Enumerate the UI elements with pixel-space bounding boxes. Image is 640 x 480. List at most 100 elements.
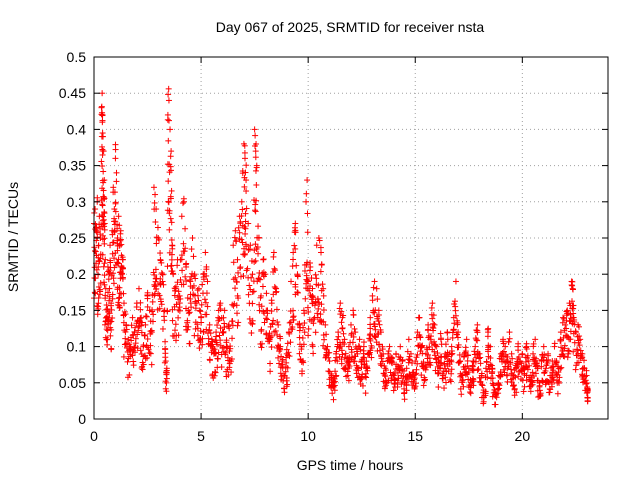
data-point bbox=[150, 311, 157, 318]
data-point bbox=[339, 314, 346, 321]
data-point bbox=[164, 111, 171, 118]
data-point bbox=[186, 340, 193, 347]
data-point bbox=[230, 302, 237, 309]
data-point bbox=[275, 354, 282, 361]
data-point bbox=[546, 389, 553, 396]
data-point bbox=[242, 225, 249, 232]
data-point bbox=[242, 169, 249, 176]
data-point bbox=[236, 229, 243, 236]
data-point bbox=[228, 318, 235, 325]
data-point bbox=[120, 300, 127, 307]
data-point bbox=[553, 358, 560, 365]
data-point bbox=[454, 334, 461, 341]
data-point bbox=[148, 329, 155, 336]
data-point bbox=[153, 285, 160, 292]
data-points bbox=[91, 85, 591, 408]
data-point bbox=[567, 311, 574, 318]
chart-title: Day 067 of 2025, SRMTID for receiver nst… bbox=[216, 19, 485, 35]
data-point bbox=[110, 239, 117, 246]
data-point bbox=[500, 366, 507, 373]
data-point bbox=[369, 292, 376, 299]
data-point bbox=[168, 251, 175, 258]
data-point bbox=[517, 358, 524, 365]
data-point bbox=[101, 210, 108, 217]
data-point bbox=[232, 274, 239, 281]
data-point bbox=[92, 247, 99, 254]
data-point bbox=[184, 319, 191, 326]
data-point bbox=[275, 321, 282, 328]
data-point bbox=[336, 305, 343, 312]
data-point bbox=[379, 343, 386, 350]
data-point bbox=[140, 361, 147, 368]
data-point bbox=[106, 310, 113, 317]
data-point bbox=[475, 366, 482, 373]
data-point bbox=[101, 260, 108, 267]
data-point bbox=[530, 343, 537, 350]
data-point bbox=[345, 377, 352, 384]
data-point bbox=[217, 325, 224, 332]
data-point bbox=[515, 373, 522, 380]
data-point bbox=[513, 389, 520, 396]
data-point bbox=[441, 385, 448, 392]
data-point bbox=[102, 256, 109, 263]
data-point bbox=[235, 295, 242, 302]
data-point bbox=[296, 321, 303, 328]
data-point bbox=[146, 349, 153, 356]
data-point bbox=[403, 387, 410, 394]
data-point bbox=[166, 117, 173, 124]
data-point bbox=[429, 300, 436, 307]
data-point bbox=[253, 197, 260, 204]
data-point bbox=[167, 153, 174, 160]
data-point bbox=[202, 299, 209, 306]
data-point bbox=[165, 199, 172, 206]
data-point bbox=[195, 285, 202, 292]
data-point bbox=[558, 344, 565, 351]
data-point bbox=[129, 352, 136, 359]
data-point bbox=[215, 349, 222, 356]
data-point bbox=[444, 349, 451, 356]
data-point bbox=[470, 376, 477, 383]
data-point bbox=[252, 148, 259, 155]
data-point bbox=[452, 278, 459, 285]
data-point bbox=[483, 359, 490, 366]
data-point bbox=[162, 358, 169, 365]
data-point bbox=[463, 336, 470, 343]
data-point bbox=[567, 336, 574, 343]
data-point bbox=[176, 292, 183, 299]
data-point bbox=[255, 250, 262, 257]
data-point bbox=[294, 271, 301, 278]
data-point bbox=[296, 350, 303, 357]
data-point bbox=[418, 372, 425, 379]
data-point bbox=[199, 335, 206, 342]
data-point bbox=[338, 347, 345, 354]
data-point bbox=[172, 285, 179, 292]
data-point bbox=[337, 300, 344, 307]
data-point bbox=[352, 329, 359, 336]
data-point bbox=[111, 206, 118, 213]
data-point bbox=[98, 197, 105, 204]
data-point bbox=[435, 370, 442, 377]
data-point bbox=[308, 293, 315, 300]
data-point bbox=[203, 272, 210, 279]
data-point bbox=[414, 351, 421, 358]
data-point bbox=[452, 307, 459, 314]
data-point bbox=[350, 358, 357, 365]
data-point bbox=[408, 360, 415, 367]
data-point bbox=[101, 223, 108, 230]
data-point bbox=[105, 289, 112, 296]
data-point bbox=[283, 374, 290, 381]
data-point bbox=[151, 199, 158, 206]
data-point bbox=[450, 314, 457, 321]
data-point bbox=[134, 331, 141, 338]
data-point bbox=[312, 271, 319, 278]
data-point bbox=[247, 242, 254, 249]
data-point bbox=[465, 365, 472, 372]
data-point bbox=[129, 332, 136, 339]
data-point bbox=[243, 177, 250, 184]
data-point bbox=[111, 189, 118, 196]
data-point bbox=[180, 240, 187, 247]
data-point bbox=[99, 119, 106, 126]
data-point bbox=[150, 184, 157, 191]
data-point bbox=[367, 331, 374, 338]
data-point bbox=[234, 256, 241, 263]
